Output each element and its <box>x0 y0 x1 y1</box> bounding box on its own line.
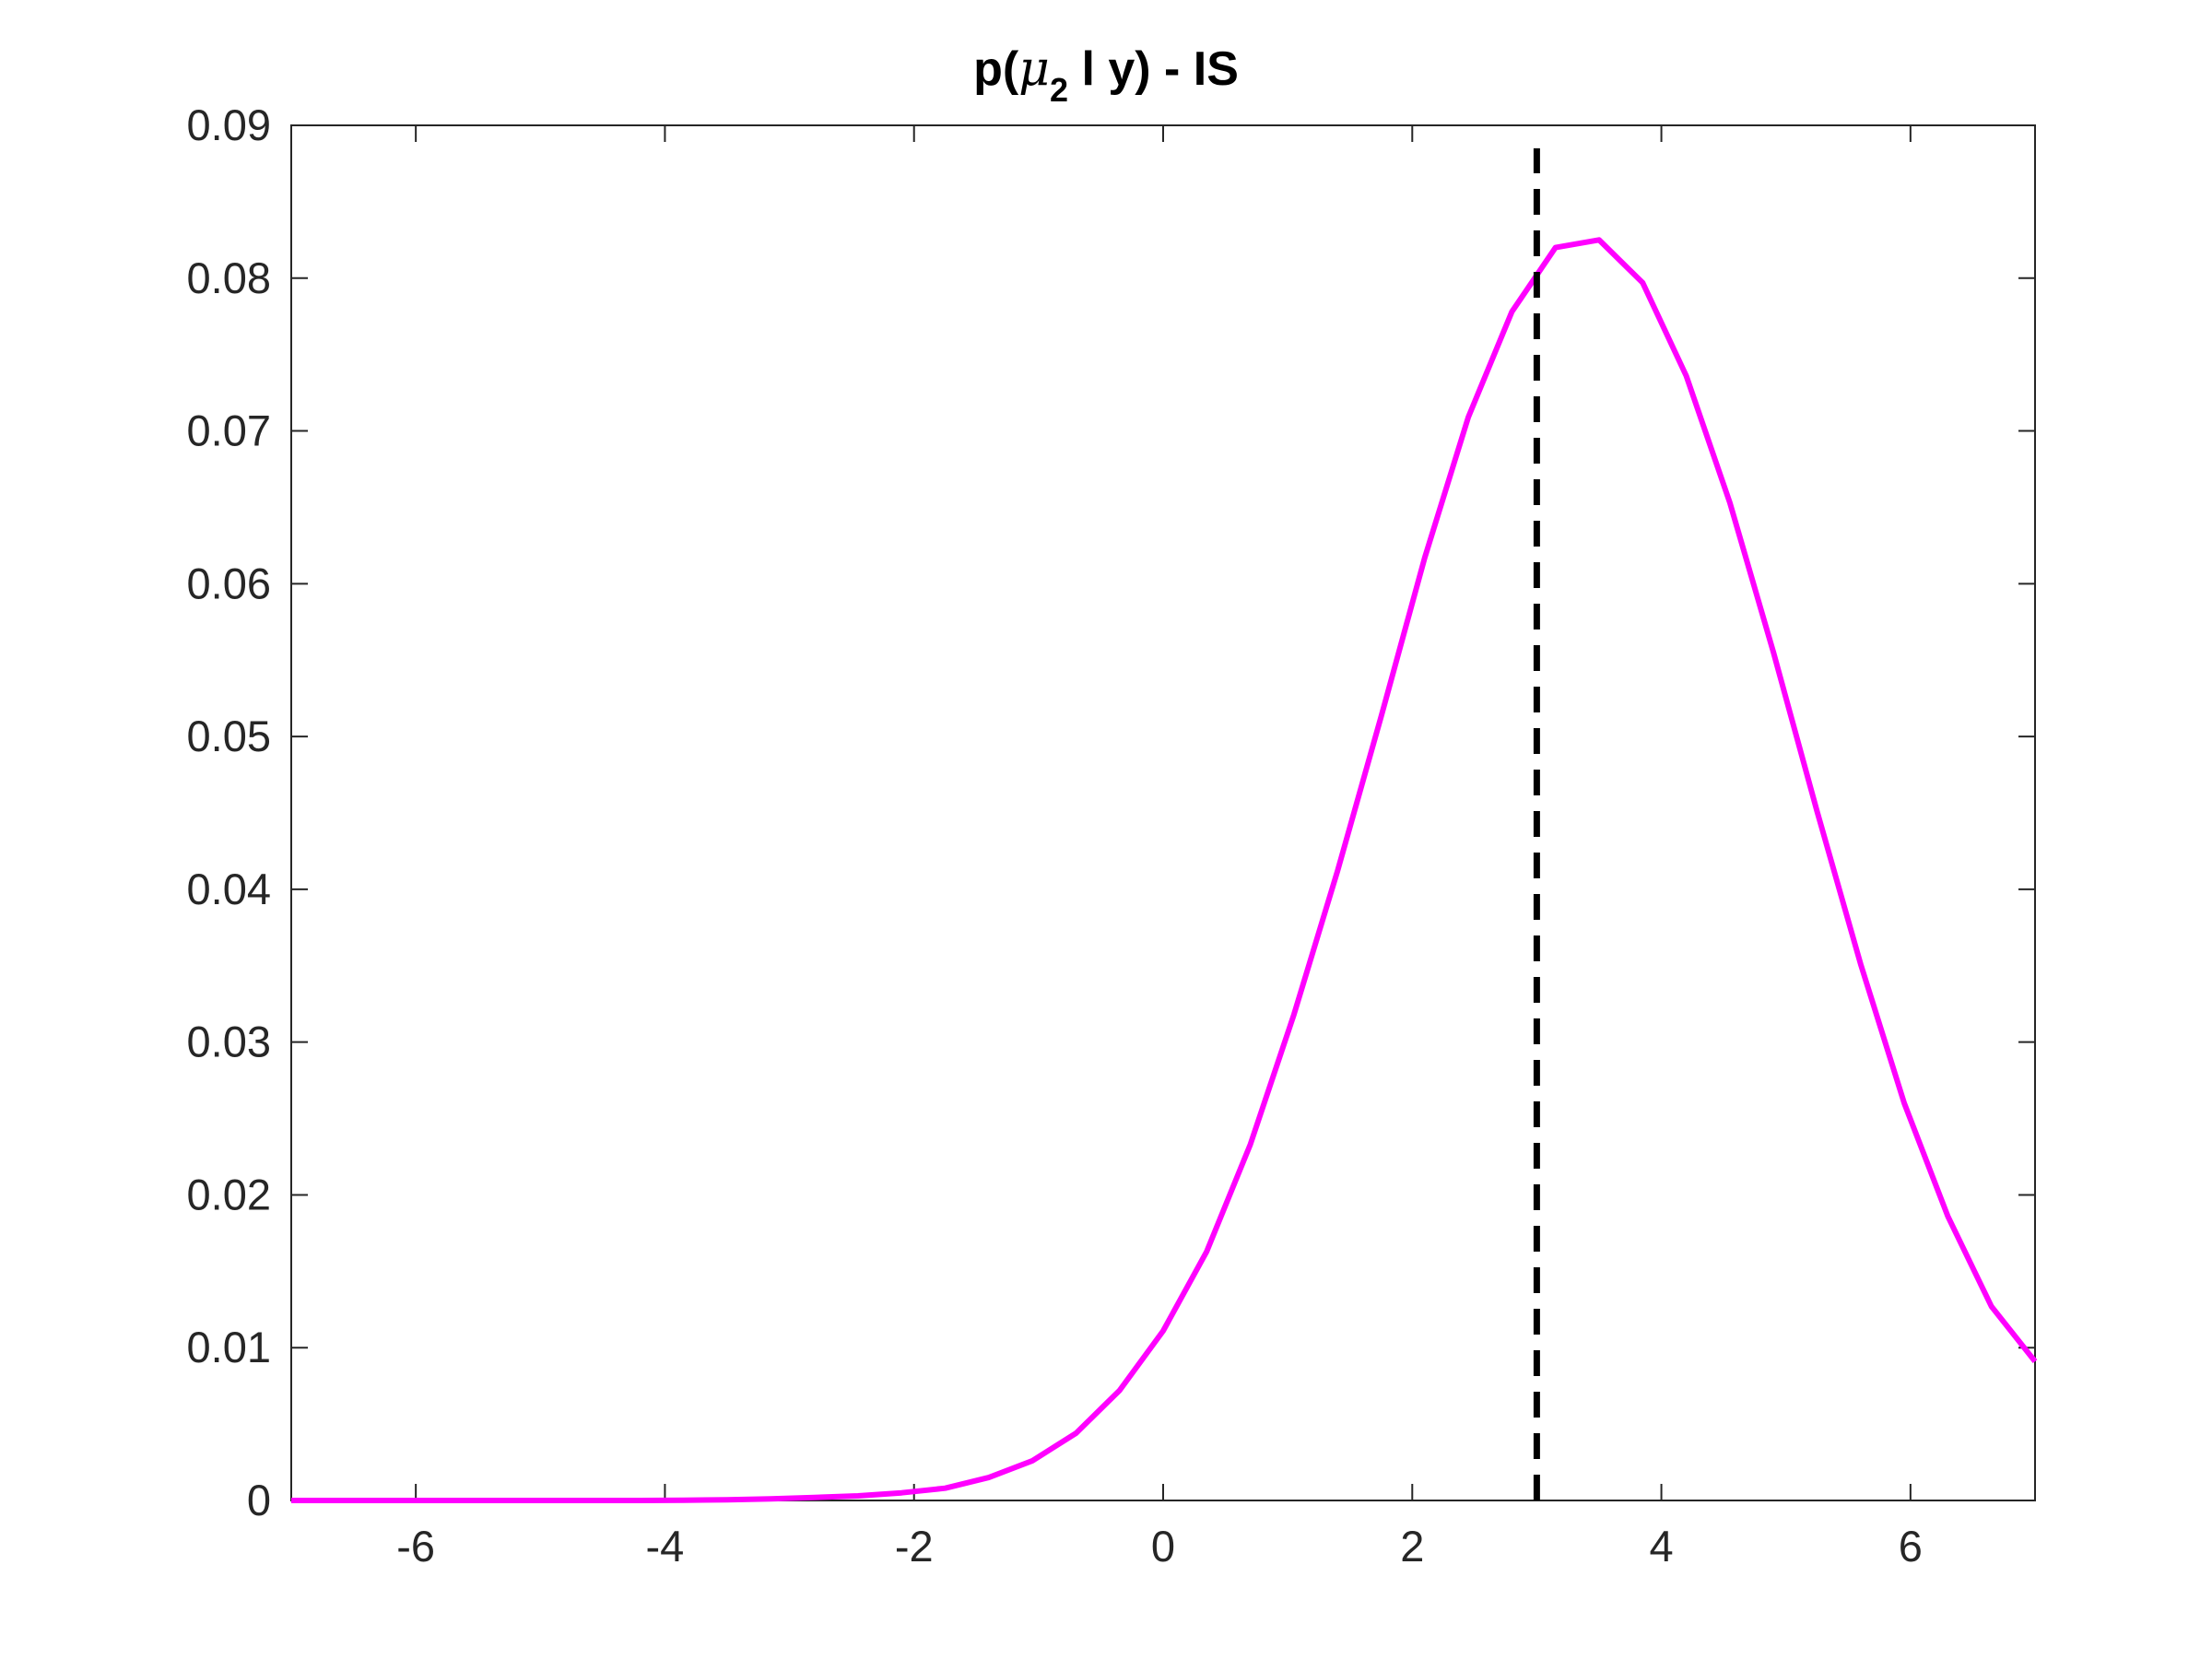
x-tick-label: -6 <box>396 1522 435 1571</box>
axes-box <box>290 124 2036 1501</box>
y-tick-label: 0.08 <box>187 253 271 302</box>
y-tick-label: 0.07 <box>187 406 271 455</box>
chart-title-suffix: l y) - IS <box>1068 42 1239 96</box>
x-tick-label: 6 <box>1899 1522 1923 1571</box>
x-tick-label: 4 <box>1650 1522 1674 1571</box>
y-tick-label: 0.04 <box>187 865 271 913</box>
x-tick-label: -4 <box>646 1522 685 1571</box>
chart-title-subscript: 2 <box>1050 71 1068 109</box>
x-tick-label: 2 <box>1400 1522 1424 1571</box>
y-tick-label: 0.09 <box>187 100 271 149</box>
x-tick-label: -2 <box>895 1522 934 1571</box>
x-tick-label: 0 <box>1151 1522 1175 1571</box>
y-tick-label: 0.03 <box>187 1018 271 1066</box>
y-tick-label: 0.05 <box>187 712 271 760</box>
y-tick-label: 0.02 <box>187 1170 271 1218</box>
chart-title-symbol: μ <box>1018 41 1050 97</box>
chart-title: p(μ2 l y) - IS <box>973 41 1239 109</box>
y-tick-label: 0.01 <box>187 1323 271 1371</box>
density-line <box>291 237 2038 1503</box>
y-tick-label: 0 <box>247 1476 271 1524</box>
y-tick-label: 0.06 <box>187 559 271 607</box>
plot-area: -6 -4 -2 0 2 4 6 0 0.01 0.02 0.03 0.04 0.05 0.06 0.07 0… <box>187 100 2038 1571</box>
chart-title-prefix: p( <box>973 42 1019 96</box>
